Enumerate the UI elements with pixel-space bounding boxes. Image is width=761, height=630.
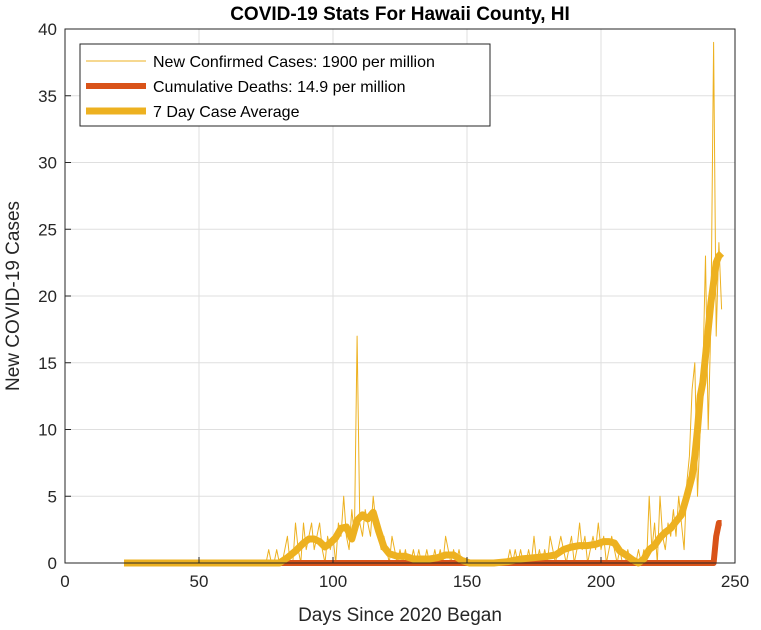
legend-label-2: Cumulative Deaths: 14.9 per million <box>153 79 406 96</box>
legend: New Confirmed Cases: 1900 per million Cum… <box>79 43 491 127</box>
x-tick-label: 250 <box>721 572 749 591</box>
y-tick-label: 5 <box>48 487 57 506</box>
y-tick-label: 10 <box>38 421 57 440</box>
y-tick-label: 35 <box>38 87 57 106</box>
legend-box <box>79 43 491 127</box>
y-tick-label: 25 <box>38 220 57 239</box>
legend-label-3: 7 Day Case Average <box>153 104 300 121</box>
y-tick-label: 15 <box>38 354 57 373</box>
ticks: 0 50 100 150 200 250 0 5 10 15 20 25 30 35 40 <box>38 20 749 591</box>
x-tick-label: 200 <box>587 572 615 591</box>
x-tick-label: 50 <box>190 572 209 591</box>
x-tick-label: 150 <box>453 572 481 591</box>
y-tick-label: 0 <box>48 554 57 573</box>
y-axis-label: New COVID-19 Cases <box>3 201 24 391</box>
legend-label-1: New Confirmed Cases: 1900 per million <box>153 54 435 71</box>
x-tick-label: 100 <box>319 572 347 591</box>
x-axis-label: Days Since 2020 Began <box>298 605 502 626</box>
y-tick-label: 40 <box>38 20 57 39</box>
y-tick-label: 20 <box>38 287 57 306</box>
y-tick-label: 30 <box>38 154 57 173</box>
x-tick-label: 0 <box>60 572 69 591</box>
series-line-3 <box>124 250 725 567</box>
chart-title: COVID-19 Stats For Hawaii County, HI <box>230 4 570 25</box>
